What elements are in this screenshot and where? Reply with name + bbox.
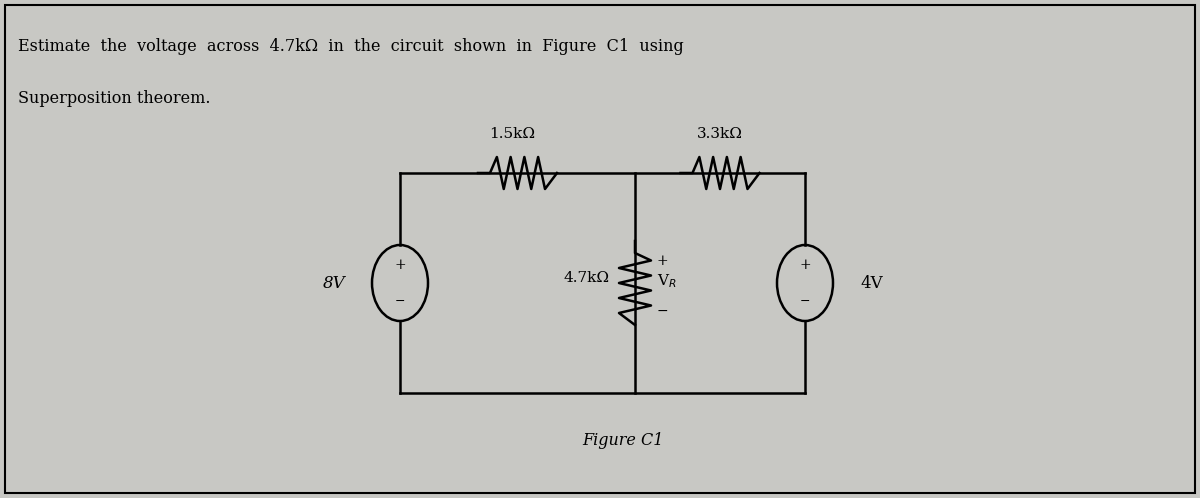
Text: −: − bbox=[799, 294, 810, 307]
Text: V$_R$: V$_R$ bbox=[658, 272, 677, 290]
Text: −: − bbox=[658, 304, 668, 318]
Text: 4V: 4V bbox=[860, 274, 883, 291]
Text: +: + bbox=[799, 258, 811, 272]
Text: −: − bbox=[395, 294, 406, 307]
Text: +: + bbox=[658, 254, 668, 268]
FancyBboxPatch shape bbox=[5, 5, 1195, 493]
Text: Estimate  the  voltage  across  4.7kΩ  in  the  circuit  shown  in  Figure  C1  : Estimate the voltage across 4.7kΩ in the… bbox=[18, 38, 684, 55]
Text: 3.3kΩ: 3.3kΩ bbox=[697, 127, 743, 141]
Text: 1.5kΩ: 1.5kΩ bbox=[490, 127, 535, 141]
Text: +: + bbox=[394, 258, 406, 272]
Text: 4.7kΩ: 4.7kΩ bbox=[564, 271, 610, 285]
Text: 8V: 8V bbox=[323, 274, 346, 291]
Text: Superposition theorem.: Superposition theorem. bbox=[18, 90, 210, 107]
Text: Figure C1: Figure C1 bbox=[582, 431, 664, 449]
